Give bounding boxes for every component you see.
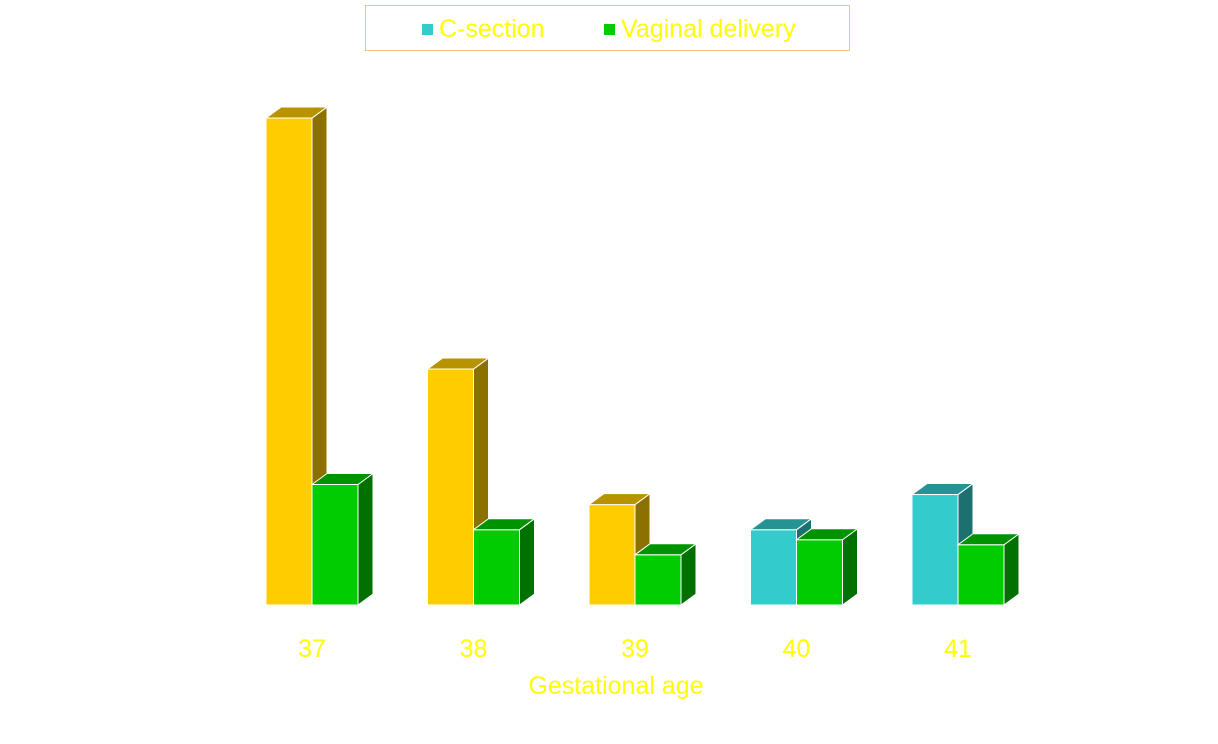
x-tick-label-41: 41: [944, 635, 972, 663]
bar-vaginal-delivery-40: [794, 527, 860, 606]
x-axis-label: Gestational age: [528, 672, 703, 700]
bar-c-section-37: [264, 106, 329, 606]
legend-item-vaginal-delivery: Vaginal delivery: [604, 14, 796, 43]
x-tick-label-37: 37: [298, 635, 326, 663]
x-axis-ticks: 37 38 39 40 41: [298, 635, 972, 663]
x-tick-label-38: 38: [460, 635, 488, 663]
legend-swatch-c-section: [422, 23, 433, 35]
plot-area: [264, 106, 1021, 606]
legend: C-section Vaginal delivery: [365, 5, 850, 51]
legend-label-vaginal-delivery: Vaginal delivery: [621, 14, 796, 43]
bar-vaginal-delivery-38: [471, 517, 537, 606]
x-tick-label-40: 40: [783, 635, 811, 663]
legend-label-c-section: C-section: [439, 14, 545, 43]
bar-vaginal-delivery-37: [310, 472, 375, 606]
bar-vaginal-delivery-39: [633, 542, 698, 606]
bar-vaginal-delivery-41: [956, 532, 1021, 606]
legend-swatch-vaginal-delivery: [604, 23, 615, 35]
legend-item-c-section: C-section: [422, 14, 545, 43]
x-tick-label-39: 39: [621, 635, 649, 663]
